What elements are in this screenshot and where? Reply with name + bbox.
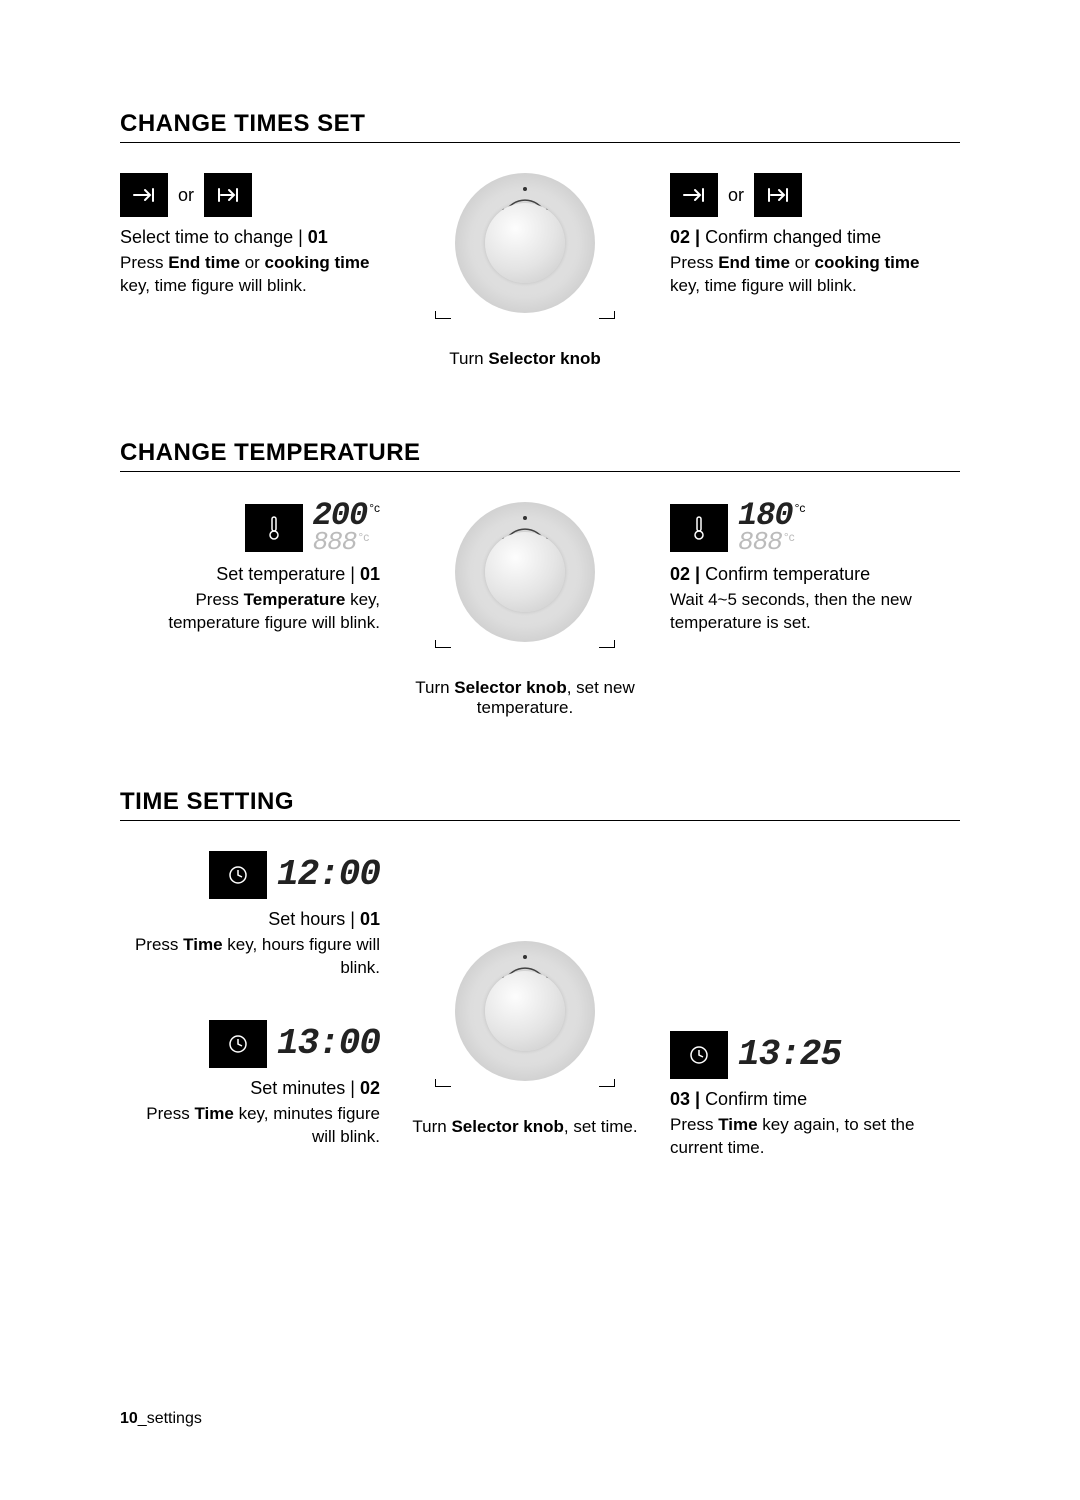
step-desc: Wait 4~5 seconds, then the new temperatu… <box>670 589 950 635</box>
step-title: 02 | Confirm temperature <box>670 564 950 585</box>
selector-knob[interactable] <box>455 502 595 642</box>
selector-knob[interactable] <box>455 173 595 313</box>
step-desc: Press Time key, minutes figure will blin… <box>120 1103 380 1149</box>
step-knob: Turn Selector knob, set time. <box>400 851 650 1137</box>
row-change-times: or Select time to change | 01 Press End … <box>120 173 960 369</box>
time-keys-left: or <box>120 173 252 217</box>
step-02-confirm-time: or 02 | Confirm changed time Press End t… <box>670 173 950 298</box>
step-01-select-time: or Select time to change | 01 Press End … <box>120 173 380 298</box>
step-knob: Turn Selector knob, set new temperature. <box>400 502 650 718</box>
knob-caption: Turn Selector knob, set new temperature. <box>400 678 650 718</box>
manual-page: CHANGE TIMES SET or Select time t <box>0 0 1080 1290</box>
section-change-times: CHANGE TIMES SET or Select time t <box>120 110 960 369</box>
end-time-key[interactable] <box>670 173 718 217</box>
time-key[interactable] <box>209 1020 267 1068</box>
time-keys-right: or <box>670 173 802 217</box>
step-02-confirm-temperature: 180°c 888°c 02 | Confirm temperature Wai… <box>670 502 950 635</box>
step-02-set-minutes: 13:00 Set minutes | 02 Press Time key, m… <box>120 1020 380 1149</box>
section-change-temperature: CHANGE TEMPERATURE 200°c 888°c Set tempe… <box>120 439 960 718</box>
time-display: 12:00 <box>277 859 380 891</box>
left-time-steps: 12:00 Set hours | 01 Press Time key, hou… <box>120 851 380 1149</box>
section-time-setting: TIME SETTING 12:00 Set hours | 01 Press … <box>120 788 960 1160</box>
time-key[interactable] <box>670 1031 728 1079</box>
step-desc: Press End time or cooking time key, time… <box>670 252 950 298</box>
step-knob: Turn Selector knob <box>400 173 650 369</box>
step-title: 02 | Confirm changed time <box>670 227 950 248</box>
end-time-key[interactable] <box>120 173 168 217</box>
temp-display: 180°c 888°c <box>738 502 805 554</box>
temp-display: 200°c 888°c <box>313 502 380 554</box>
step-01-set-temperature: 200°c 888°c Set temperature | 01 Press T… <box>120 502 380 635</box>
step-desc: Press End time or cooking time key, time… <box>120 252 380 298</box>
or-label: or <box>728 185 744 206</box>
step-title: Set minutes | 02 <box>250 1078 380 1099</box>
temperature-key[interactable] <box>245 504 303 552</box>
step-title: Select time to change | 01 <box>120 227 380 248</box>
row-change-temperature: 200°c 888°c Set temperature | 01 Press T… <box>120 502 960 718</box>
knob-caption: Turn Selector knob, set time. <box>412 1117 637 1137</box>
step-01-set-hours: 12:00 Set hours | 01 Press Time key, hou… <box>120 851 380 980</box>
temperature-key[interactable] <box>670 504 728 552</box>
heading-time-setting: TIME SETTING <box>120 788 960 821</box>
time-display: 13:00 <box>277 1028 380 1060</box>
heading-change-times: CHANGE TIMES SET <box>120 110 960 143</box>
step-title: Set temperature | 01 <box>120 564 380 585</box>
or-label: or <box>178 185 194 206</box>
cooking-time-key[interactable] <box>754 173 802 217</box>
heading-change-temperature: CHANGE TEMPERATURE <box>120 439 960 472</box>
step-title: 03 | Confirm time <box>670 1089 950 1110</box>
time-display: 13:25 <box>738 1039 841 1071</box>
step-desc: Press Temperature key, temperature figur… <box>120 589 380 635</box>
knob-caption: Turn Selector knob <box>449 349 600 369</box>
page-footer: 10_settings <box>120 1410 202 1428</box>
selector-knob[interactable] <box>455 941 595 1081</box>
step-03-confirm-time: 13:25 03 | Confirm time Press Time key a… <box>670 851 950 1160</box>
step-title: Set hours | 01 <box>268 909 380 930</box>
step-desc: Press Time key again, to set the current… <box>670 1114 950 1160</box>
cooking-time-key[interactable] <box>204 173 252 217</box>
time-key[interactable] <box>209 851 267 899</box>
row-time-setting: 12:00 Set hours | 01 Press Time key, hou… <box>120 851 960 1160</box>
step-desc: Press Time key, hours figure will blink. <box>120 934 380 980</box>
